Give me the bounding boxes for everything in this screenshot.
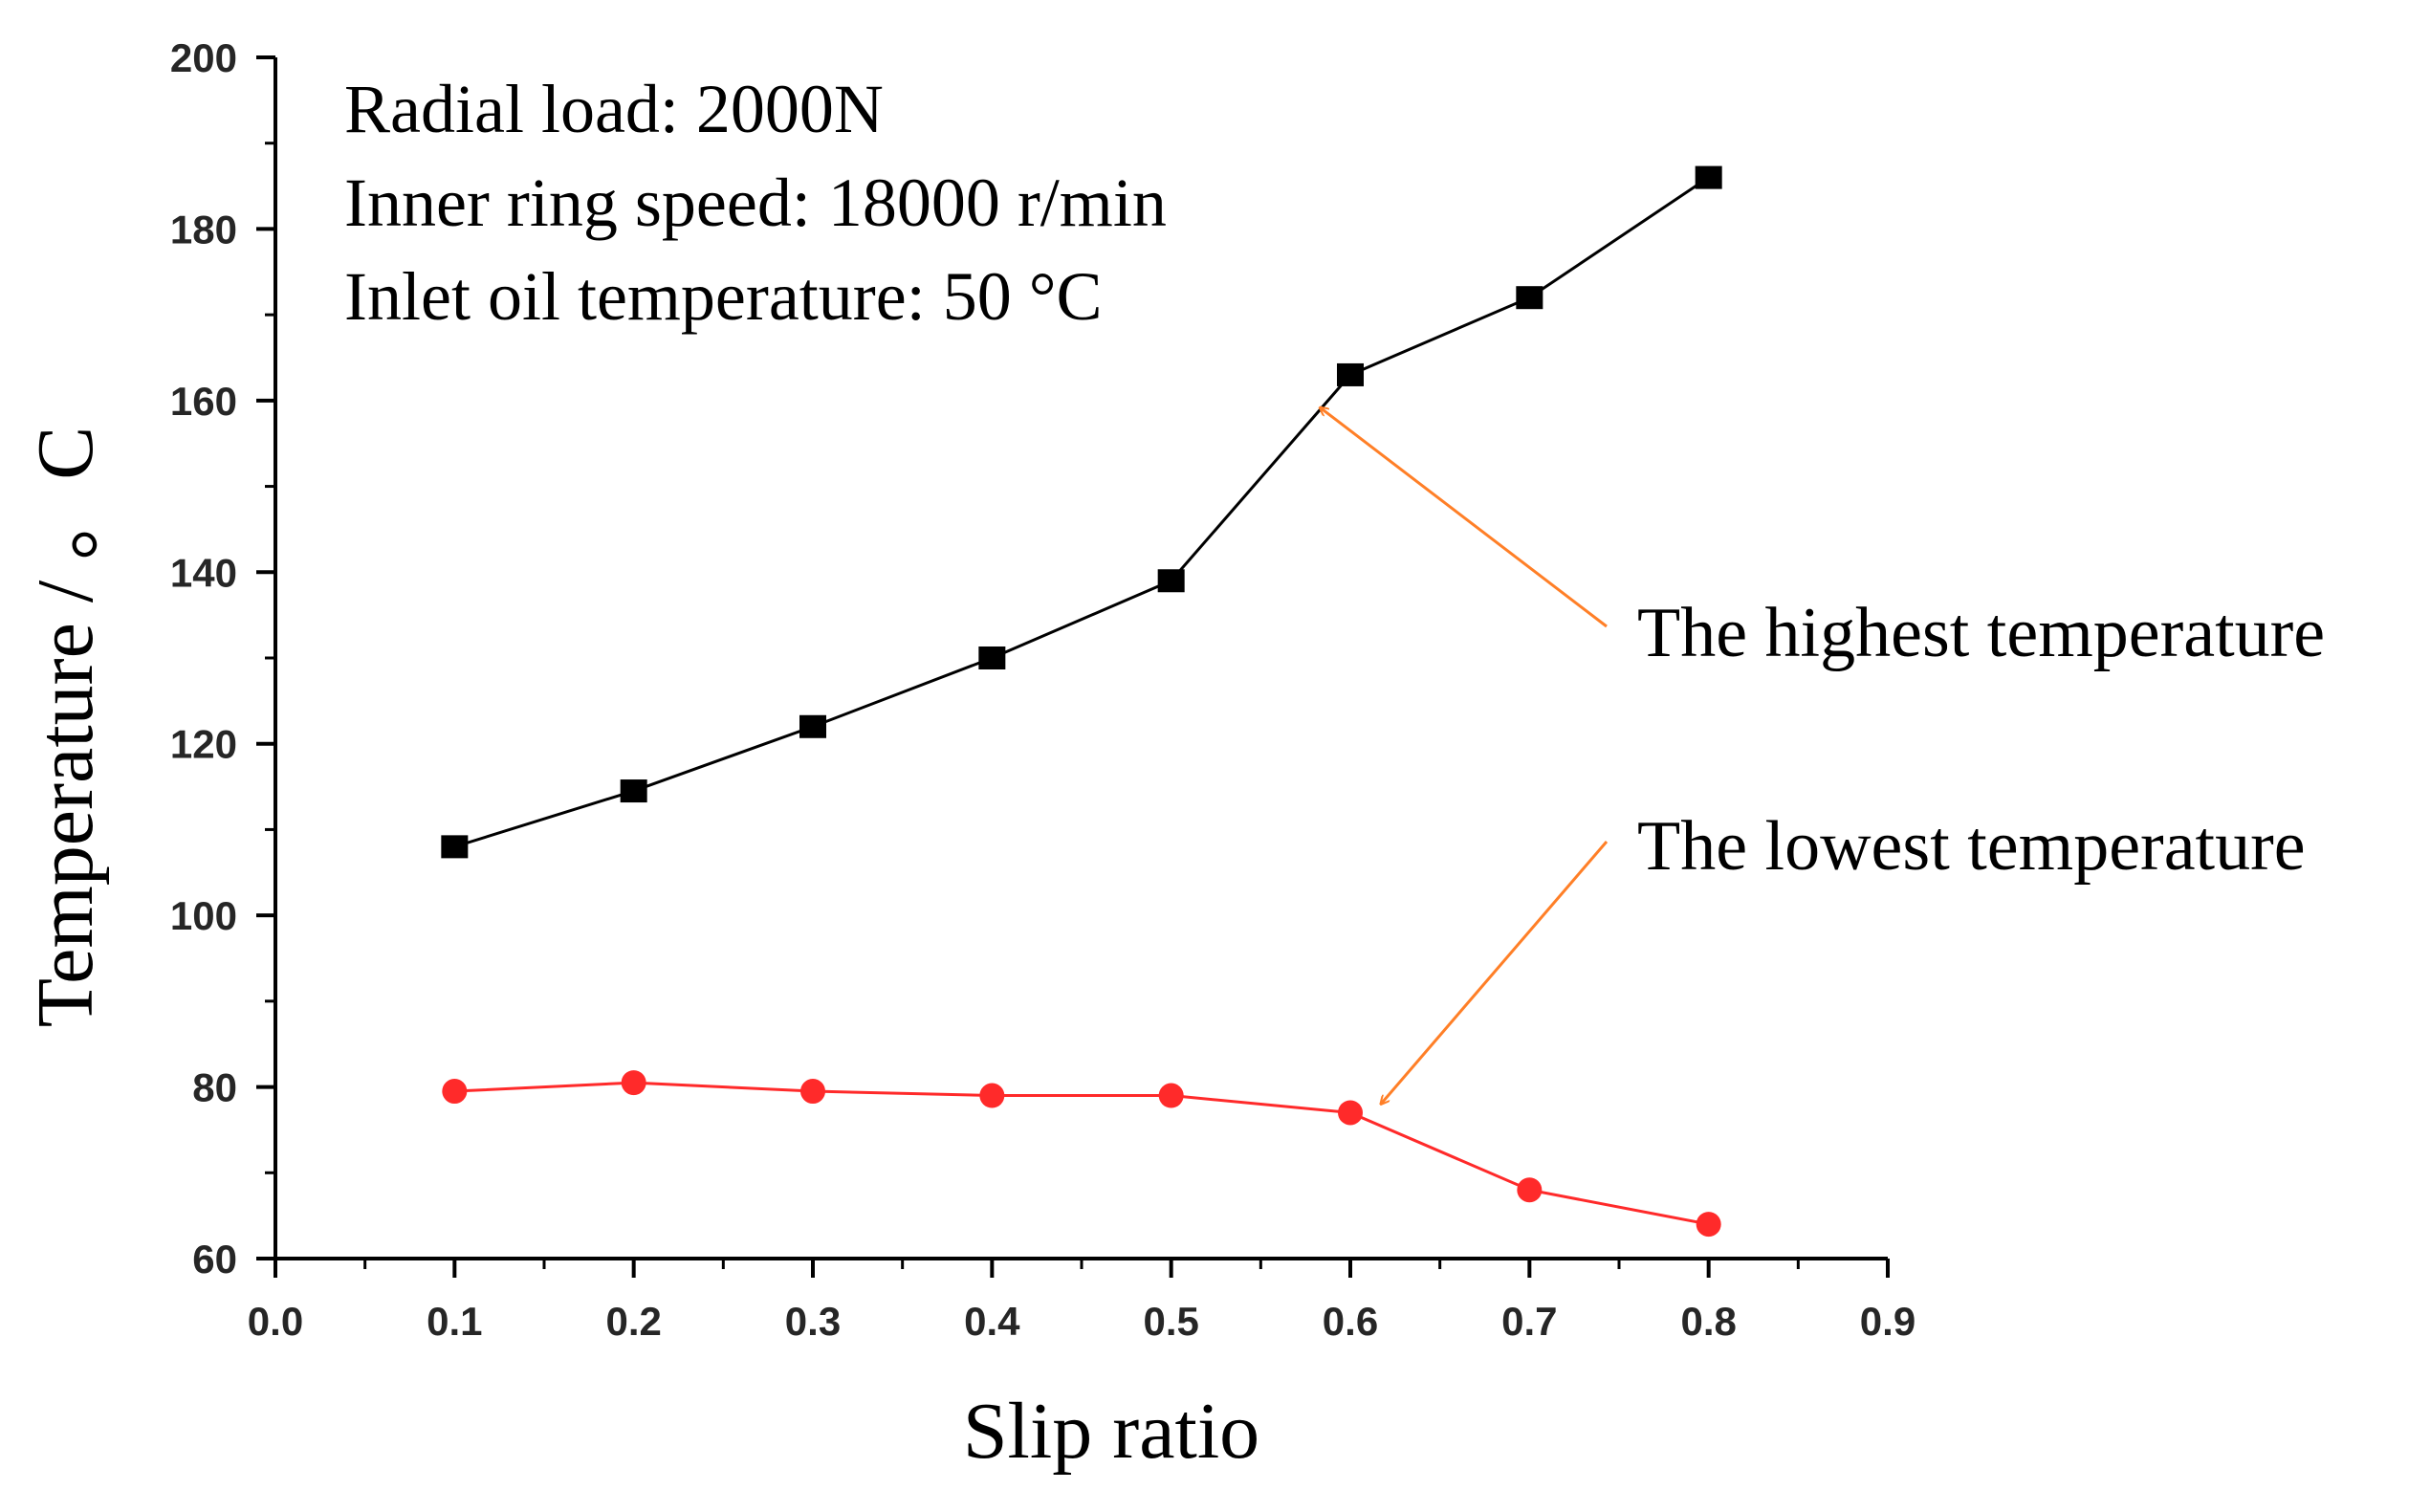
x-tick-label: 0.2 bbox=[605, 1299, 661, 1344]
data-point-highest bbox=[620, 779, 647, 803]
data-point-lowest bbox=[442, 1079, 468, 1105]
callout-arrow-highest bbox=[1320, 407, 1608, 628]
data-point-highest bbox=[978, 646, 1006, 669]
callout-label-highest: The highest temperature bbox=[1637, 594, 2325, 672]
data-point-lowest bbox=[1696, 1212, 1721, 1238]
x-tick-label: 0.3 bbox=[785, 1299, 841, 1344]
x-tick-label: 0.6 bbox=[1323, 1299, 1378, 1344]
callouts bbox=[1320, 407, 1609, 1105]
data-point-highest bbox=[799, 714, 826, 738]
y-tick-label: 140 bbox=[170, 550, 237, 595]
data-point-highest bbox=[1695, 165, 1722, 189]
data-point-lowest bbox=[800, 1079, 825, 1105]
callout-arrow-lowest bbox=[1381, 841, 1609, 1105]
y-tick-label: 180 bbox=[170, 207, 237, 252]
data-point-highest bbox=[1337, 362, 1364, 386]
data-point-lowest bbox=[621, 1070, 646, 1096]
condition-inlet-oil-temperature: Inlet oil temperature: 50 °C bbox=[344, 258, 1103, 335]
y-tick-label: 60 bbox=[192, 1237, 237, 1282]
condition-radial-load: Radial load: 2000N bbox=[344, 71, 884, 147]
x-tick-label: 0.4 bbox=[964, 1299, 1020, 1344]
x-tick-label: 0.5 bbox=[1143, 1299, 1198, 1344]
data-point-lowest bbox=[979, 1083, 1005, 1108]
y-tick-label: 160 bbox=[170, 379, 237, 424]
x-tick-label: 0.7 bbox=[1501, 1299, 1557, 1344]
data-point-lowest bbox=[1517, 1177, 1543, 1203]
x-tick-label: 0.0 bbox=[248, 1299, 303, 1344]
x-tick-label: 0.1 bbox=[427, 1299, 482, 1344]
y-tick-label: 100 bbox=[170, 893, 237, 938]
x-tick-label: 0.9 bbox=[1860, 1299, 1916, 1344]
data-point-highest bbox=[1516, 286, 1543, 310]
series-line-highest bbox=[453, 176, 1710, 848]
data-point-highest bbox=[1157, 569, 1185, 593]
plot-series bbox=[441, 165, 1722, 1238]
x-tick-label: 0.8 bbox=[1680, 1299, 1736, 1344]
data-point-lowest bbox=[1338, 1100, 1363, 1126]
y-tick-label: 200 bbox=[170, 35, 237, 80]
data-point-highest bbox=[441, 835, 469, 859]
y-tick-label: 80 bbox=[192, 1065, 237, 1110]
series-line-lowest bbox=[454, 1081, 1709, 1226]
callout-label-lowest: The lowest temperature bbox=[1637, 807, 2306, 886]
y-axis-title: Temperature / 。C bbox=[21, 427, 110, 1028]
y-tick-label: 120 bbox=[170, 722, 237, 767]
data-point-lowest bbox=[1158, 1083, 1184, 1108]
condition-inner-ring-speed: Inner ring speed: 18000 r/min bbox=[344, 164, 1167, 241]
x-axis-title: Slip ratio bbox=[963, 1387, 1259, 1476]
x-axis-ticks: 0.0 0.1 0.2 0.3 0.4 0.5 0.6 0.7 0.8 0.9 bbox=[248, 1259, 1916, 1344]
y-axis-ticks: 60 80 100 120 140 160 180 200 bbox=[170, 35, 275, 1282]
